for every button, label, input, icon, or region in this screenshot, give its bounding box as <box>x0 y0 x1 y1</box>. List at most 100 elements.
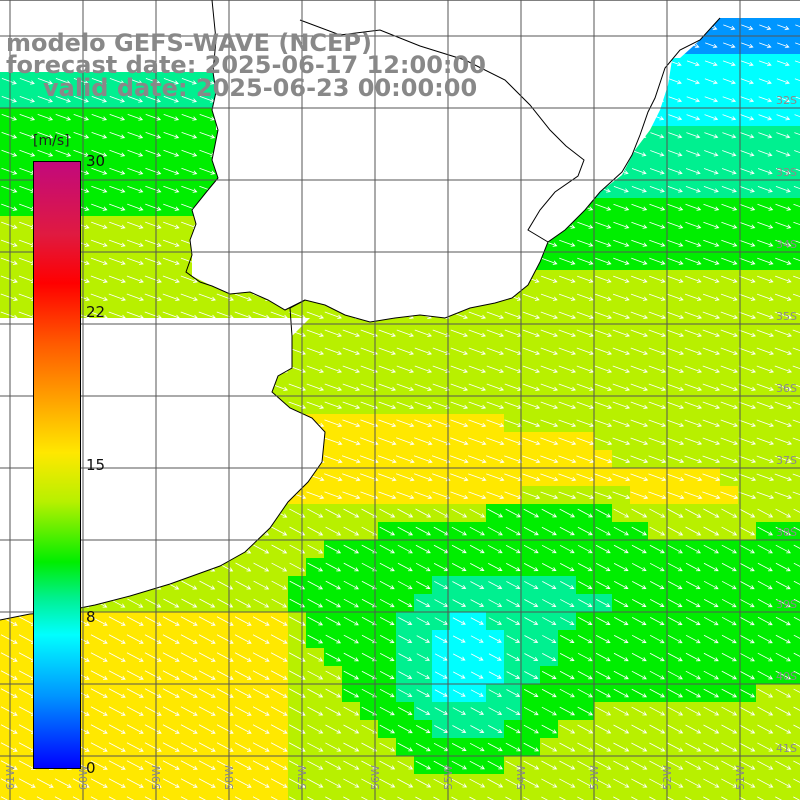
wind-arrow <box>540 347 558 355</box>
wind-arrow <box>108 760 126 770</box>
wind-arrow <box>306 329 324 337</box>
wind-arrow <box>774 419 792 427</box>
wind-arrow <box>144 257 162 265</box>
wind-arrow <box>630 311 648 319</box>
wind-arrow <box>379 796 386 800</box>
wind-arrow <box>702 311 720 319</box>
wind-arrow <box>415 725 431 734</box>
wind-arrow <box>91 78 107 85</box>
wind-arrow <box>162 652 180 662</box>
wind-arrow <box>793 724 800 729</box>
wind-arrow <box>722 60 736 67</box>
wind-arrow <box>324 437 343 446</box>
wind-arrow <box>451 544 467 554</box>
wind-arrow <box>270 706 288 716</box>
wind-arrow <box>666 473 685 482</box>
wind-arrow <box>234 706 252 716</box>
wind-arrow <box>469 742 485 752</box>
wind-arrow <box>199 131 216 139</box>
wind-arrow <box>558 455 577 464</box>
wind-arrow <box>738 401 756 409</box>
wind-arrow <box>397 742 413 752</box>
wind-arrow <box>398 653 413 661</box>
wind-arrow <box>702 473 721 482</box>
wind-arrow <box>181 580 198 590</box>
wind-arrow <box>270 634 288 644</box>
wind-arrow <box>720 329 738 337</box>
wind-arrow <box>738 383 756 391</box>
lon-label: 54W <box>515 765 528 790</box>
wind-arrow <box>145 167 162 175</box>
wind-arrow <box>559 257 576 265</box>
wind-arrow <box>343 778 360 788</box>
wind-arrow <box>379 508 396 518</box>
wind-arrow <box>793 221 800 226</box>
wind-cell <box>540 792 559 800</box>
wind-arrow <box>522 383 541 391</box>
wind-arrow <box>19 131 36 139</box>
wind-cell <box>792 54 800 73</box>
wind-arrow <box>126 670 144 680</box>
wind-arrow <box>162 670 180 680</box>
lat-label: 36S <box>776 382 797 395</box>
wind-arrow <box>595 257 612 265</box>
wind-arrow <box>162 275 180 283</box>
wind-arrow <box>594 347 612 355</box>
wind-arrow <box>558 293 576 301</box>
wind-arrow <box>91 203 108 211</box>
wind-cell <box>792 450 800 469</box>
wind-arrow <box>756 491 775 500</box>
wind-arrow <box>540 491 559 500</box>
wind-arrow <box>738 473 757 482</box>
wind-arrow <box>542 599 557 607</box>
wind-arrow <box>414 347 432 355</box>
wind-arrow <box>54 778 72 788</box>
wind-arrow <box>434 635 448 643</box>
wind-arrow <box>667 168 683 175</box>
wind-arrow <box>126 652 144 662</box>
wind-arrow <box>685 652 701 662</box>
wind-arrow <box>612 293 630 301</box>
wind-cell <box>792 576 800 595</box>
wind-arrow <box>775 544 791 554</box>
wind-arrow <box>721 257 738 265</box>
wind-cell <box>792 792 800 800</box>
wind-arrow <box>506 689 521 697</box>
wind-arrow <box>397 508 414 518</box>
wind-arrow <box>378 473 397 482</box>
wind-arrow <box>576 293 594 301</box>
wind-arrow <box>163 221 180 229</box>
wind-arrow <box>108 724 126 734</box>
wind-arrow <box>703 275 720 283</box>
wind-arrow <box>378 365 396 373</box>
wind-arrow <box>595 239 612 247</box>
wind-arrow <box>398 617 413 625</box>
wind-arrow <box>558 473 577 482</box>
wind-arrow <box>234 652 252 662</box>
lon-label: 58W <box>223 765 236 790</box>
wind-arrow <box>162 688 180 698</box>
wind-arrow <box>756 437 775 445</box>
wind-arrow <box>757 778 774 788</box>
wind-arrow <box>793 598 800 603</box>
wind-arrow <box>108 796 116 800</box>
wind-arrow <box>721 239 738 247</box>
wind-arrow <box>468 311 486 319</box>
wind-arrow <box>180 742 198 752</box>
wind-arrow <box>342 491 361 500</box>
wind-arrow <box>144 706 162 716</box>
wind-arrow <box>180 706 198 716</box>
wind-arrow <box>685 634 701 644</box>
wind-arrow <box>90 239 108 247</box>
wind-arrow <box>55 131 72 139</box>
wind-arrow <box>720 383 738 391</box>
wind-arrow <box>0 670 18 680</box>
wind-arrow <box>523 778 540 788</box>
wind-arrow <box>613 760 630 770</box>
wind-arrow <box>667 203 684 211</box>
wind-arrow <box>792 311 800 316</box>
wind-arrow <box>775 634 791 644</box>
wind-arrow <box>666 437 685 446</box>
wind-arrow <box>702 455 721 464</box>
wind-cell <box>792 720 800 739</box>
